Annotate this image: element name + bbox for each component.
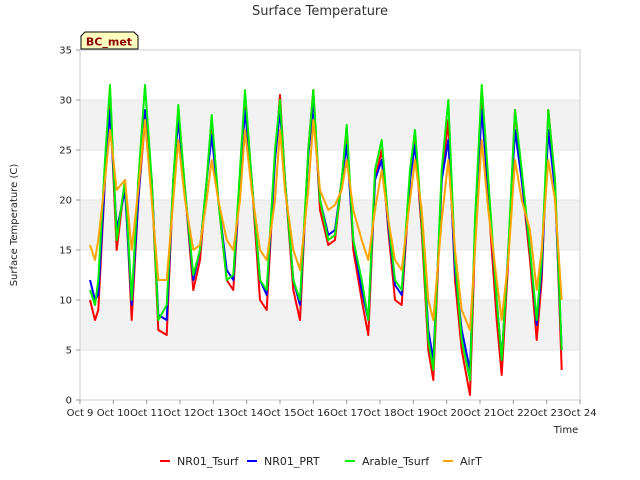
y-axis-title: Surface Temperature (C): [9, 164, 20, 287]
series-line-airt: [89, 119, 563, 331]
x-tick-label: Oct 24: [563, 408, 596, 419]
site-label-box: BC_met: [80, 31, 139, 50]
y-tick-label: 5: [66, 346, 72, 357]
legend-label: Arable_Tsurf: [362, 455, 430, 468]
y-tick-label: 30: [59, 96, 72, 107]
x-tick-label: Oct 18: [363, 408, 396, 419]
y-tick-label: 25: [59, 146, 72, 157]
x-axis-title: Time: [553, 425, 578, 436]
plot-frame: [79, 49, 581, 401]
site-label-text: BC_met: [86, 36, 132, 49]
site-label-badge: [80, 31, 139, 50]
x-tick-label: Oct 13: [197, 408, 230, 419]
x-tick-label: Oct 19: [397, 408, 430, 419]
x-tick-label: Oct 21: [463, 408, 496, 419]
x-tick-label: Oct 10: [97, 408, 130, 419]
y-tick-label: 20: [59, 196, 72, 207]
y-tick-label: 35: [59, 46, 72, 57]
grid-band: [80, 100, 580, 150]
legend: NR01_Tsurf NR01_PRT Arable_Tsurf AirT: [160, 455, 482, 468]
y-tick-label: 15: [59, 246, 72, 257]
x-tick-label: Oct 9: [67, 408, 94, 419]
x-tick-label: Oct 12: [163, 408, 196, 419]
series-layer: [89, 84, 563, 396]
y-tick-label: 10: [59, 296, 72, 307]
x-tick-label: Oct 20: [430, 408, 463, 419]
legend-label: AirT: [460, 455, 482, 468]
series-line-arable-tsurf: [89, 84, 563, 381]
chart-title: Surface Temperature: [252, 4, 388, 19]
y-tick-label: 0: [66, 396, 72, 407]
x-tick-label: Oct 22: [497, 408, 530, 419]
x-tick-label: Oct 17: [330, 408, 363, 419]
legend-label: NR01_Tsurf: [177, 455, 239, 468]
x-axis-ticks: Oct 9 Oct 10 Oct 11 Oct 12 Oct 13 Oct 14 Oct 1…: [67, 400, 597, 419]
x-tick-label: Oct 11: [130, 408, 163, 419]
x-tick-label: Oct 16: [297, 408, 330, 419]
legend-label: NR01_PRT: [264, 455, 320, 468]
y-axis-ticks: 0 5 10 15 20 25 30 35: [59, 46, 80, 407]
x-tick-label: Oct 23: [530, 408, 563, 419]
x-tick-label: Oct 15: [263, 408, 296, 419]
x-tick-label: Oct 14: [230, 408, 263, 419]
